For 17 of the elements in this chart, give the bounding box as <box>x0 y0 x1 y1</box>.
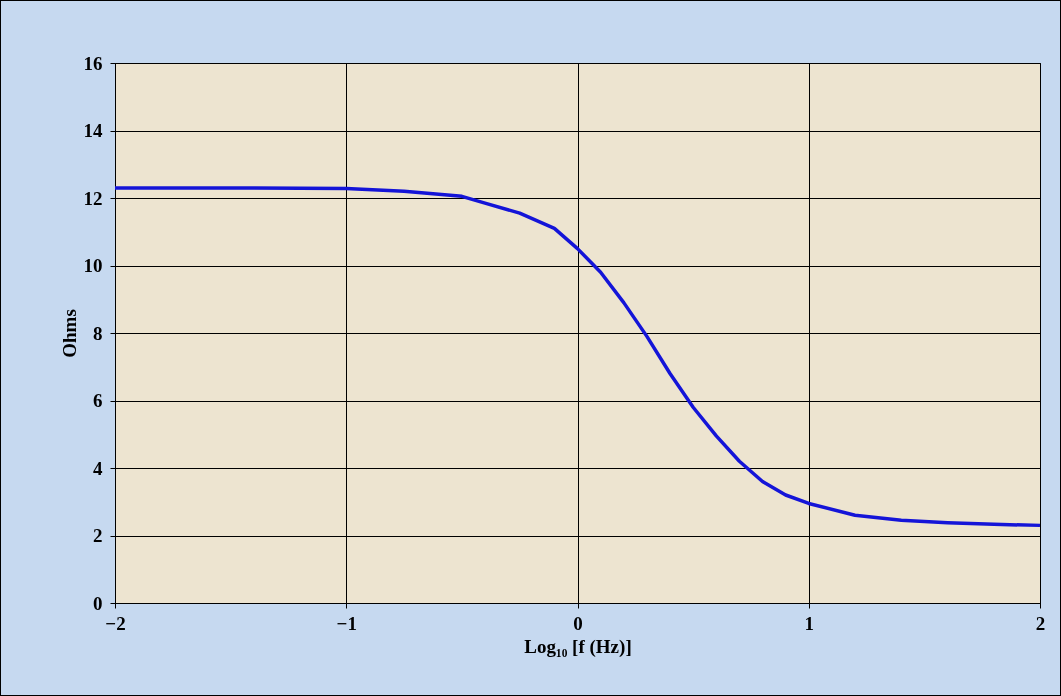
x-axis-title: Log₁₀ [f (Hz)] <box>524 635 632 658</box>
x-tick-label: −2 <box>105 612 126 634</box>
y-tick-label: 4 <box>93 457 103 479</box>
y-tick-label: 14 <box>83 120 103 141</box>
y-tick-label: 0 <box>93 592 103 614</box>
y-tick-label: 2 <box>93 525 103 546</box>
y-tick-label: 16 <box>83 52 103 74</box>
y-tick-label: 12 <box>83 187 103 209</box>
x-tick-label: −1 <box>336 612 357 634</box>
line-series <box>113 186 1042 528</box>
x-tick-label: 1 <box>804 612 814 634</box>
x-tick-label: 2 <box>1035 612 1046 634</box>
x-tick-label: 0 <box>573 612 583 634</box>
y-tick-label: 6 <box>93 390 103 411</box>
y-axis-title: Ohms <box>58 309 80 358</box>
y-tick-label: 8 <box>93 322 103 344</box>
y-tick-label: 10 <box>83 255 103 276</box>
